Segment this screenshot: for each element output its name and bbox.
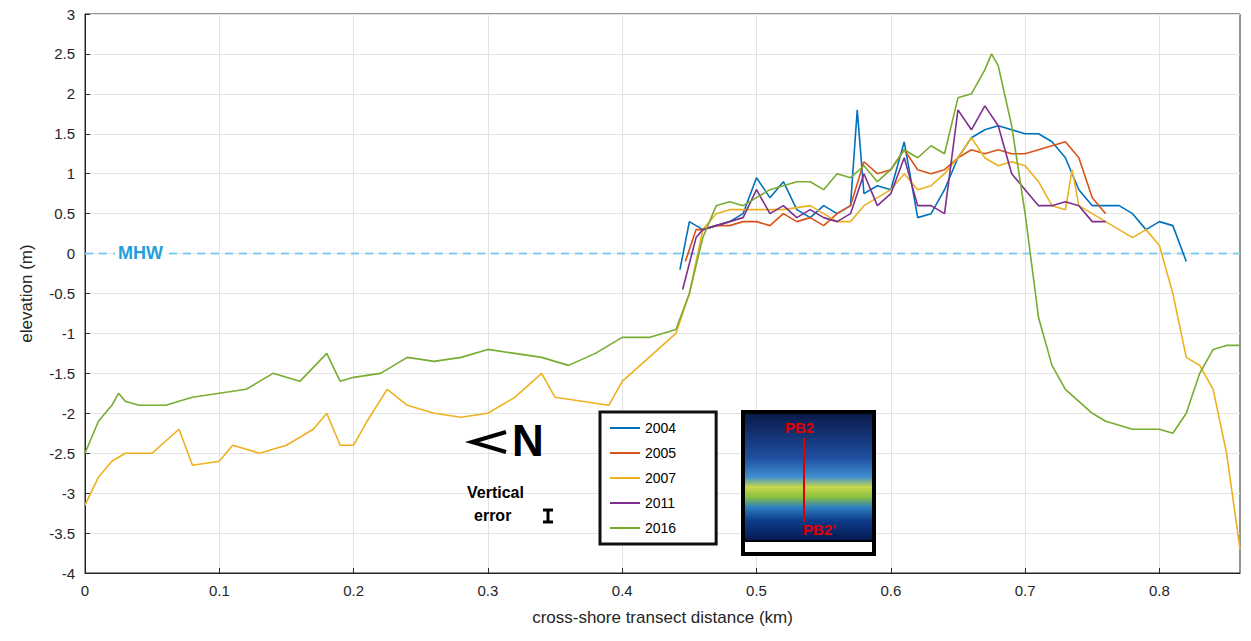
svg-text:-0.5: -0.5 xyxy=(49,285,75,302)
svg-text:N: N xyxy=(512,416,544,465)
svg-text:2004: 2004 xyxy=(645,420,676,436)
svg-text:error: error xyxy=(474,507,511,524)
svg-text:cross-shore transect distance: cross-shore transect distance (km) xyxy=(532,608,793,627)
svg-text:PB2': PB2' xyxy=(803,521,836,538)
svg-text:2007: 2007 xyxy=(645,470,676,486)
svg-text:0.1: 0.1 xyxy=(209,582,230,599)
svg-text:0.2: 0.2 xyxy=(343,582,364,599)
svg-text:1: 1 xyxy=(67,165,75,182)
svg-text:2.5: 2.5 xyxy=(54,45,75,62)
svg-text:2016: 2016 xyxy=(645,520,676,536)
svg-text:-1: -1 xyxy=(62,325,75,342)
svg-text:-2: -2 xyxy=(62,405,75,422)
svg-text:0.7: 0.7 xyxy=(1015,582,1036,599)
svg-text:-3: -3 xyxy=(62,485,75,502)
svg-text:0.6: 0.6 xyxy=(880,582,901,599)
svg-text:3: 3 xyxy=(67,6,75,23)
svg-text:-3.5: -3.5 xyxy=(49,525,75,542)
svg-text:2011: 2011 xyxy=(645,495,675,511)
svg-text:-1.5: -1.5 xyxy=(49,365,75,382)
svg-text:0.5: 0.5 xyxy=(746,582,767,599)
svg-text:elevation (m): elevation (m) xyxy=(17,244,36,342)
svg-text:PB2: PB2 xyxy=(785,419,814,436)
svg-text:1.5: 1.5 xyxy=(54,125,75,142)
svg-text:0: 0 xyxy=(67,245,75,262)
svg-text:0.5: 0.5 xyxy=(54,205,75,222)
svg-text:2: 2 xyxy=(67,85,75,102)
svg-text:-2.5: -2.5 xyxy=(49,445,75,462)
svg-text:MHW: MHW xyxy=(118,243,163,263)
svg-text:0.4: 0.4 xyxy=(612,582,633,599)
svg-text:2005: 2005 xyxy=(645,445,676,461)
svg-text:-4: -4 xyxy=(62,565,75,582)
svg-text:0.8: 0.8 xyxy=(1149,582,1170,599)
svg-text:0.3: 0.3 xyxy=(477,582,498,599)
svg-text:Vertical: Vertical xyxy=(467,484,524,501)
svg-text:0: 0 xyxy=(81,582,89,599)
